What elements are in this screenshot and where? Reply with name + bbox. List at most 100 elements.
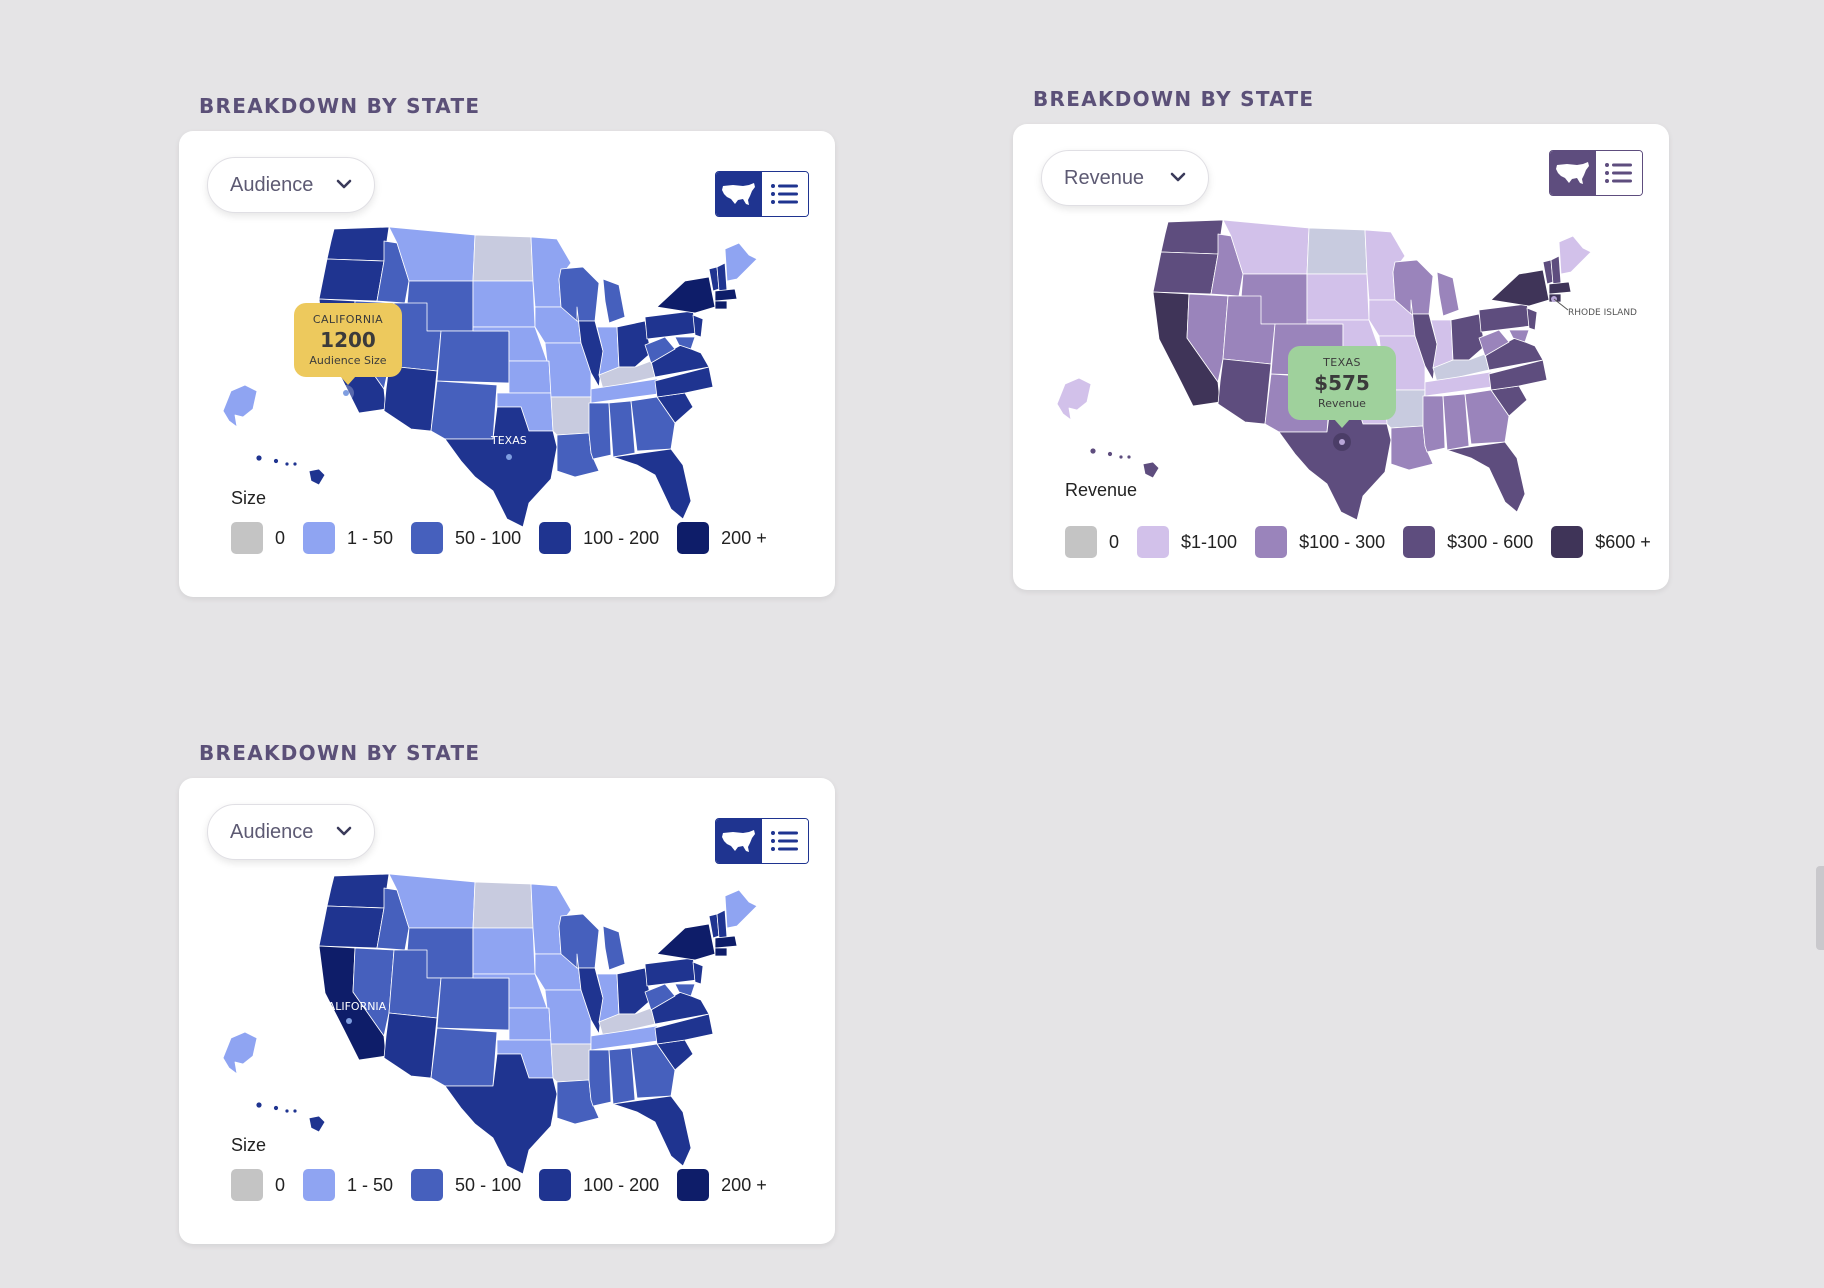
legend-swatch: [1137, 526, 1170, 558]
tooltip-caption: Audience Size: [309, 354, 387, 367]
usa-map-icon: [1556, 162, 1589, 184]
view-toggle: [715, 818, 809, 864]
state-arizona: [383, 1012, 438, 1079]
state-alaska: [222, 384, 258, 428]
legend-swatch: [303, 522, 336, 554]
legend-item: 50 - 100: [411, 1169, 521, 1201]
list-view-button[interactable]: [762, 172, 808, 216]
map-view-button[interactable]: [716, 819, 762, 863]
state-georgia: [630, 396, 676, 452]
metric-dropdown[interactable]: Revenue: [1041, 150, 1209, 206]
state-virginia: [650, 344, 710, 378]
state-connecticut: [714, 300, 728, 310]
state-colorado: [436, 330, 510, 384]
state-northdakota: [472, 881, 534, 929]
state-alabama: [608, 400, 636, 458]
legend-item: $600 +: [1551, 526, 1651, 558]
state-alabama: [608, 1047, 636, 1105]
state-nevada: [352, 947, 395, 1037]
state-mississippi: [1422, 395, 1446, 453]
state-pennsylvania: [1478, 303, 1532, 333]
state-texas: [444, 406, 558, 528]
state-texas: [444, 1053, 558, 1175]
usa-map-icon: [722, 183, 755, 205]
list-view-button[interactable]: [1596, 151, 1642, 195]
state-alabama: [1442, 393, 1470, 451]
legend-item: 0: [231, 522, 285, 554]
state-illinois: [1410, 299, 1438, 381]
legend-item: 1 - 50: [303, 1169, 393, 1201]
state-virginia: [1484, 337, 1544, 371]
legend: 0 $1-100 $100 - 300 $300 - 600 $600 +: [1065, 526, 1669, 558]
legend-item: $100 - 300: [1255, 526, 1385, 558]
state-maine: [724, 889, 758, 929]
legend-swatch: [1551, 526, 1584, 558]
state-alaska: [222, 1031, 258, 1075]
list-view-button[interactable]: [762, 819, 808, 863]
chevron-down-icon: [336, 826, 352, 836]
state-newjersey: [692, 961, 704, 985]
state-label-california: CALIFORNIA: [320, 1000, 387, 1013]
metric-dropdown[interactable]: Audience: [207, 804, 375, 860]
state-newyork: [1490, 269, 1550, 307]
state-southdakota: [472, 927, 536, 975]
legend-swatch: [411, 1169, 444, 1201]
legend-swatch: [303, 1169, 336, 1201]
legend-swatch: [1403, 526, 1436, 558]
metric-dropdown[interactable]: Audience: [207, 157, 375, 213]
state-westvirginia: [644, 336, 676, 364]
state-washington: [326, 873, 390, 909]
legend-item: 100 - 200: [539, 522, 659, 554]
section-title: BREAKDOWN BY STATE: [199, 94, 481, 118]
state-kansas: [508, 1007, 552, 1041]
map-card-revenue: Revenue: [1013, 124, 1669, 590]
map-view-button[interactable]: [1550, 151, 1596, 195]
state-newyork: [656, 923, 716, 961]
state-newhampshire: [716, 262, 728, 292]
legend-item: 1 - 50: [303, 522, 393, 554]
state-maryland: [674, 336, 696, 350]
state-mississippi: [588, 1049, 612, 1107]
chevron-down-icon: [336, 179, 352, 189]
section-title: BREAKDOWN BY STATE: [199, 741, 481, 765]
list-icon: [1605, 163, 1632, 183]
state-oregon: [1152, 251, 1219, 295]
state-arizona: [1217, 358, 1272, 425]
state-pennsylvania: [644, 957, 698, 987]
list-icon: [771, 831, 798, 851]
state-marker: [506, 454, 512, 460]
legend-item: $1-100: [1137, 526, 1237, 558]
legend-item: 0: [231, 1169, 285, 1201]
state-connecticut: [714, 947, 728, 957]
state-alaska: [1056, 377, 1092, 421]
state-label-texas: TEXAS: [491, 434, 527, 447]
state-kansas: [508, 360, 552, 394]
state-oregon: [318, 258, 385, 302]
legend-swatch: [677, 1169, 710, 1201]
state-arizona: [383, 365, 438, 432]
state-massachusetts: [714, 288, 738, 302]
state-florida: [612, 448, 692, 520]
state-maryland: [674, 983, 696, 997]
legend-item: 100 - 200: [539, 1169, 659, 1201]
legend-swatch: [1065, 526, 1097, 558]
state-maryland: [1508, 329, 1530, 343]
state-ohio: [1450, 313, 1486, 361]
scrollbar-thumb[interactable]: [1816, 866, 1824, 950]
map-view-button[interactable]: [716, 172, 762, 216]
chevron-down-icon: [1170, 172, 1186, 182]
state-colorado: [436, 977, 510, 1031]
state-pennsylvania: [644, 310, 698, 340]
tooltip-state: TEXAS: [1323, 356, 1361, 369]
tooltip-value: 1200: [320, 328, 376, 352]
state-northdakota: [1306, 227, 1368, 275]
state-newhampshire: [716, 909, 728, 939]
state-tooltip: TEXAS $575 Revenue: [1288, 346, 1396, 428]
state-michigan: [602, 278, 626, 324]
legend-item: 0: [1065, 526, 1119, 558]
legend-swatch: [231, 1169, 263, 1201]
state-georgia: [1464, 389, 1510, 445]
state-newmexico: [430, 380, 498, 440]
view-toggle: [715, 171, 809, 217]
legend-swatch: [231, 522, 263, 554]
